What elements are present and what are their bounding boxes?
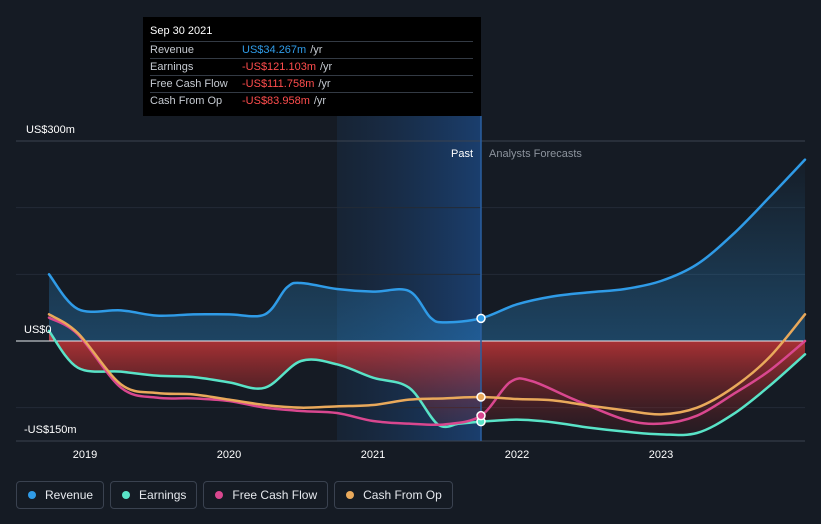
legend-item-revenue[interactable]: Revenue [16, 481, 105, 509]
tooltip-row-earnings: Earnings -US$121.103m /yr [150, 58, 473, 75]
legend-dot-icon [122, 491, 131, 499]
tooltip-value: -US$111.758m [242, 78, 315, 90]
legend-item-cash-from-op[interactable]: Cash From Op [334, 481, 453, 509]
revenue-line [47, 158, 807, 324]
forecast-label: Analysts Forecasts [489, 148, 582, 160]
tooltip: Sep 30 2021 Revenue US$34.267m /yr Earni… [143, 17, 481, 116]
legend-dot-icon [346, 491, 355, 499]
legend-label: Cash From Op [363, 488, 442, 502]
legend-item-earnings[interactable]: Earnings [110, 481, 198, 509]
tooltip-value: -US$83.958m [242, 95, 310, 107]
legend-item-free-cash-flow[interactable]: Free Cash Flow [203, 481, 329, 509]
tooltip-row-revenue: Revenue US$34.267m /yr [150, 41, 473, 58]
x-tick-label: 2022 [505, 449, 529, 461]
past-label: Past [451, 148, 473, 160]
tooltip-unit: /yr [320, 61, 333, 73]
free-cash-flow-line [47, 316, 807, 427]
x-tick-label: 2019 [73, 449, 97, 461]
tooltip-label: Revenue [150, 44, 195, 56]
cash-from-op-line [47, 313, 807, 416]
gridlines [16, 140, 805, 442]
cash-from-op-marker [476, 392, 486, 402]
tooltip-label: Cash From Op [150, 95, 223, 107]
legend-dot-icon [28, 491, 36, 499]
tooltip-row-cash-from-op: Cash From Op -US$83.958m /yr [150, 92, 473, 109]
y-tick-label: US$0 [24, 324, 52, 336]
x-tick-label: 2020 [217, 449, 241, 461]
legend-label: Free Cash Flow [232, 488, 318, 502]
legend-label: Earnings [139, 488, 187, 502]
free-cash-flow-marker [476, 410, 486, 421]
revenue-area [49, 159, 805, 341]
legend: Revenue Earnings Free Cash Flow Cash Fro… [16, 481, 453, 509]
tooltip-date: Sep 30 2021 [150, 25, 213, 37]
x-tick-label: 2023 [649, 449, 673, 461]
tooltip-unit: /yr [313, 95, 327, 107]
tooltip-value: -US$121.103m [242, 61, 316, 73]
x-tick-label: 2021 [361, 449, 385, 461]
y-tick-label: US$300m [26, 124, 75, 136]
revenue-marker [476, 313, 486, 324]
tooltip-unit: /yr [310, 44, 323, 56]
tooltip-row-free-cash-flow: Free Cash Flow -US$111.758m /yr [150, 75, 473, 92]
legend-dot-icon [215, 491, 224, 499]
tooltip-value: US$34.267m [242, 44, 307, 56]
legend-label: Revenue [45, 488, 94, 502]
tooltip-unit: /yr [318, 78, 331, 90]
tooltip-label: Earnings [150, 61, 194, 73]
y-tick-label: -US$150m [24, 424, 77, 436]
tooltip-label: Free Cash Flow [150, 78, 228, 90]
